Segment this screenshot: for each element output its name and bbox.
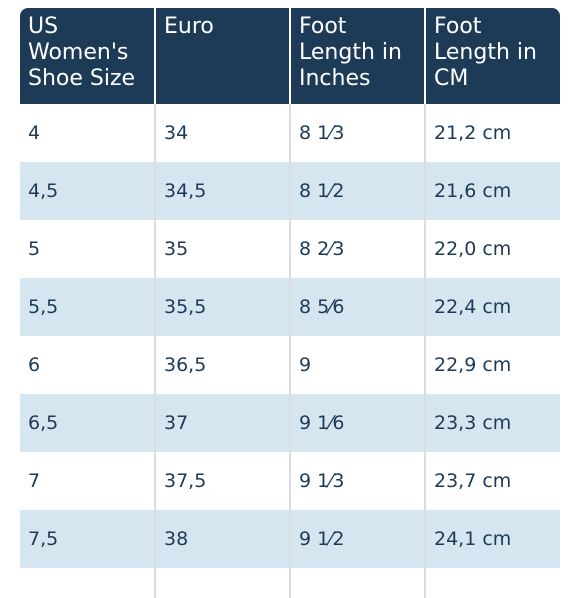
table-row: 7 37,5 9 1⁄3 23,7 cm — [20, 452, 560, 510]
cell-euro: 37 — [155, 394, 291, 452]
cell-cm: 22,4 cm — [434, 296, 512, 318]
cell-inches: 8 2⁄3 — [290, 220, 426, 278]
cell-cm: 22,0 cm — [434, 238, 512, 260]
table-row-partial — [20, 568, 560, 598]
table-row: 6 36,5 9 22,9 cm — [20, 336, 560, 394]
cell-inches: 8 1⁄3 — [290, 104, 426, 162]
cell-us-size: 4,5 — [20, 162, 156, 220]
cell-us-size: 6,5 — [20, 394, 156, 452]
cell-cm: 23,7 cm — [434, 470, 512, 492]
cell-inches: 9 1⁄2 — [290, 510, 426, 568]
shoe-size-chart: US Women's Shoe Size Euro Foot Length in… — [20, 8, 560, 598]
cell-euro: 35 — [155, 220, 291, 278]
cell-euro: 38 — [155, 510, 291, 568]
cell-cm: 21,2 cm — [434, 122, 512, 144]
shoe-size-table: US Women's Shoe Size Euro Foot Length in… — [20, 8, 560, 598]
cell-us-size: 5 — [20, 220, 156, 278]
cell-empty — [155, 568, 291, 598]
header-us-size: US Women's Shoe Size — [20, 8, 156, 104]
cell-us-size: 6 — [20, 336, 156, 394]
table-row: 7,5 38 9 1⁄2 24,1 cm — [20, 510, 560, 568]
cell-empty — [20, 568, 156, 598]
cell-cm: 24,1 cm — [434, 528, 512, 550]
header-euro: Euro — [155, 8, 291, 104]
cell-euro: 34,5 — [155, 162, 291, 220]
cell-us-size: 5,5 — [20, 278, 156, 336]
cell-euro: 36,5 — [155, 336, 291, 394]
cell-euro: 34 — [155, 104, 291, 162]
cell-us-size: 4 — [20, 104, 156, 162]
cell-inches: 9 — [290, 336, 426, 394]
cell-us-size: 7,5 — [20, 510, 156, 568]
cell-inches: 9 1⁄3 — [290, 452, 426, 510]
table-row: 6,5 37 9 1⁄6 23,3 cm — [20, 394, 560, 452]
cell-inches: 8 1⁄2 — [290, 162, 426, 220]
header-foot-length-inches: Foot Length in Inches — [290, 8, 426, 104]
cell-cm: 22,9 cm — [434, 354, 512, 376]
table-header: US Women's Shoe Size Euro Foot Length in… — [20, 8, 560, 104]
table-body: 4 34 8 1⁄3 21,2 cm 4,5 34,5 8 1⁄2 21,6 c… — [20, 104, 560, 598]
table-row: 4,5 34,5 8 1⁄2 21,6 cm — [20, 162, 560, 220]
cell-cm: 23,3 cm — [434, 412, 512, 434]
cell-inches: 9 1⁄6 — [290, 394, 426, 452]
cell-inches: 8 5⁄6 — [290, 278, 426, 336]
cell-us-size: 7 — [20, 452, 156, 510]
table-row: 5,5 35,5 8 5⁄6 22,4 cm — [20, 278, 560, 336]
cell-empty — [290, 568, 426, 598]
table-row: 4 34 8 1⁄3 21,2 cm — [20, 104, 560, 162]
header-row: US Women's Shoe Size Euro Foot Length in… — [20, 8, 560, 104]
header-foot-length-cm: Foot Length in CM — [434, 14, 537, 91]
cell-cm: 21,6 cm — [434, 180, 512, 202]
table-row: 5 35 8 2⁄3 22,0 cm — [20, 220, 560, 278]
cell-euro: 37,5 — [155, 452, 291, 510]
cell-empty — [425, 568, 560, 598]
cell-euro: 35,5 — [155, 278, 291, 336]
